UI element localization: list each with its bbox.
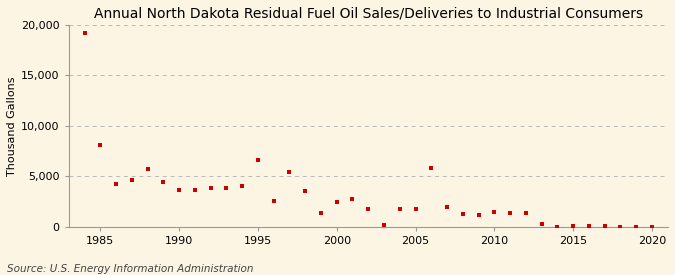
Point <box>221 185 232 190</box>
Point <box>410 207 421 211</box>
Point <box>268 199 279 203</box>
Point <box>647 224 657 229</box>
Point <box>158 179 169 184</box>
Point <box>505 211 516 215</box>
Point <box>142 167 153 172</box>
Text: Source: U.S. Energy Information Administration: Source: U.S. Energy Information Administ… <box>7 264 253 274</box>
Point <box>331 200 342 204</box>
Point <box>126 177 137 182</box>
Point <box>489 210 500 214</box>
Point <box>473 213 484 217</box>
Point <box>394 207 405 211</box>
Point <box>441 205 452 209</box>
Point <box>111 182 122 186</box>
Point <box>458 212 468 216</box>
Point <box>95 143 106 147</box>
Point <box>205 185 216 190</box>
Point <box>284 170 295 175</box>
Point <box>315 211 326 215</box>
Point <box>426 166 437 170</box>
Point <box>79 31 90 35</box>
Point <box>568 224 578 228</box>
Point <box>615 224 626 229</box>
Title: Annual North Dakota Residual Fuel Oil Sales/Deliveries to Industrial Consumers: Annual North Dakota Residual Fuel Oil Sa… <box>94 7 643 21</box>
Point <box>536 222 547 226</box>
Point <box>347 197 358 201</box>
Point <box>300 188 310 193</box>
Point <box>520 211 531 215</box>
Point <box>252 158 263 163</box>
Point <box>237 183 248 188</box>
Point <box>630 224 641 229</box>
Point <box>379 223 389 227</box>
Point <box>552 224 563 229</box>
Point <box>173 188 184 192</box>
Point <box>599 224 610 229</box>
Point <box>363 207 374 211</box>
Point <box>190 188 200 192</box>
Y-axis label: Thousand Gallons: Thousand Gallons <box>7 76 17 176</box>
Point <box>583 224 594 229</box>
